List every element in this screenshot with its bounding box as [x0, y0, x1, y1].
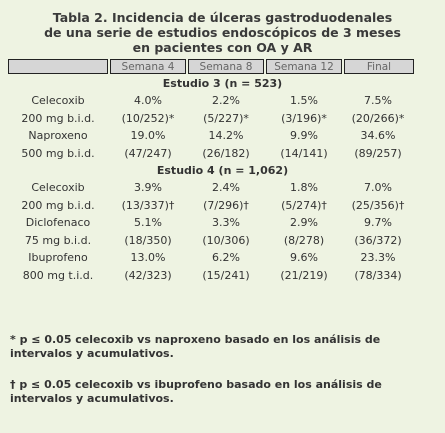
cell: (25/356)†	[351, 198, 405, 212]
cell: (5/227)*	[203, 111, 249, 125]
footnote: * p ≤ 0.05 celecoxib vs naproxeno basado…	[10, 333, 381, 360]
row-label: 800 mg t.i.d.	[22, 268, 94, 282]
cell: 2.4%	[212, 181, 240, 194]
cell: 9.9%	[290, 129, 318, 142]
cell: 1.5%	[290, 94, 318, 107]
cell: 19.0%	[130, 129, 166, 142]
group-heading: Estudio 3 (n = 523)	[162, 77, 283, 90]
title-line: en pacientes con OA y AR	[132, 40, 313, 55]
cell: (10/306)	[202, 233, 250, 247]
cell: (3/196)*	[281, 111, 327, 125]
cell: 6.2%	[212, 251, 240, 264]
cell: 7.0%	[364, 181, 392, 194]
row-label: 500 mg b.i.d.	[21, 146, 95, 160]
cell: (42/323)	[124, 268, 172, 282]
row-label: Celecoxib	[31, 94, 85, 107]
cell: (78/334)	[354, 268, 402, 282]
cell: (8/278)	[283, 233, 325, 247]
title-line: Tabla 2. Incidencia de úlceras gastroduo…	[52, 10, 393, 25]
title-line: de una serie de estudios endoscópicos de…	[44, 25, 401, 40]
cell: 13.0%	[130, 251, 166, 264]
cell: 3.3%	[212, 216, 240, 229]
cell: (7/296)†	[203, 198, 249, 212]
cell: 2.9%	[290, 216, 318, 229]
cell: 4.0%	[134, 94, 162, 107]
row-label: 200 mg b.i.d.	[21, 111, 95, 125]
cell: 9.7%	[364, 216, 392, 229]
group-heading: Estudio 4 (n = 1,062)	[156, 164, 289, 177]
cell: (20/266)*	[351, 111, 405, 125]
row-label: 200 mg b.i.d.	[21, 198, 95, 212]
row-label: Diclofenaco	[25, 216, 91, 229]
cell: (21/219)	[280, 268, 328, 282]
cell: 2.2%	[212, 94, 240, 107]
cell: (89/257)	[354, 146, 402, 160]
cell: 9.6%	[290, 251, 318, 264]
row-label: Naproxeno	[28, 129, 88, 142]
cell: (26/182)	[202, 146, 250, 160]
cell: (36/372)	[354, 233, 402, 247]
cell: 5.1%	[134, 216, 162, 229]
cell: 34.6%	[360, 129, 396, 142]
cell: 23.3%	[360, 251, 396, 264]
cell: 7.5%	[364, 94, 392, 107]
cell: 3.9%	[134, 181, 162, 194]
cell: (18/350)	[124, 233, 172, 247]
header-blank-cell	[8, 59, 108, 74]
cell: (10/252)*	[121, 111, 175, 125]
cell: 1.8%	[290, 181, 318, 194]
cell: (5/274)†	[281, 198, 327, 212]
header-cell: Semana 4	[110, 59, 186, 74]
footnote: † p ≤ 0.05 celecoxib vs ibuprofeno basad…	[10, 378, 382, 405]
row-label: Ibuprofeno	[28, 251, 88, 264]
row-label: 75 mg b.i.d.	[24, 233, 92, 247]
cell: (13/337)†	[121, 198, 175, 212]
cell: (14/141)	[280, 146, 328, 160]
cell: (47/247)	[124, 146, 172, 160]
header-cell: Final	[344, 59, 414, 74]
cell: 14.2%	[208, 129, 244, 142]
row-label: Celecoxib	[31, 181, 85, 194]
header-cell: Semana 8	[188, 59, 264, 74]
header-cell: Semana 12	[266, 59, 342, 74]
cell: (15/241)	[202, 268, 250, 282]
